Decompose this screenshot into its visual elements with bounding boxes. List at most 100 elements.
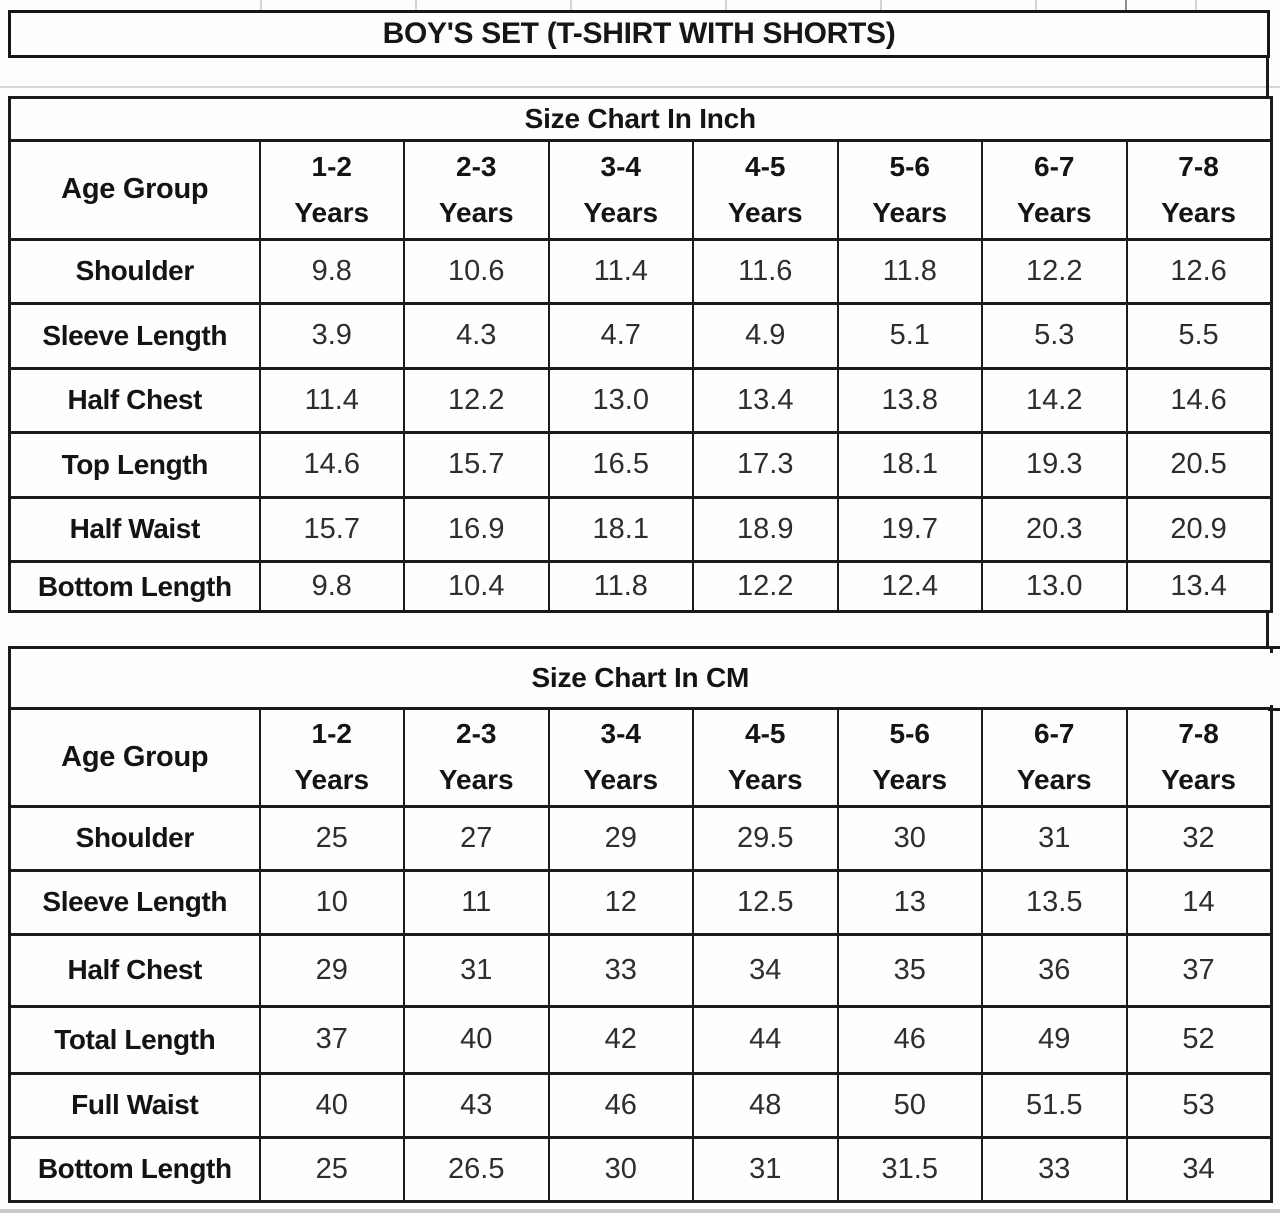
table-row: Half Waist 15.7 16.9 18.1 18.9 19.7 20.3 20.9 xyxy=(8,495,1273,563)
measurement-value-cell: 15.7 xyxy=(258,495,405,563)
measurement-value-cell: 10 xyxy=(258,868,405,936)
measurement-value-cell: 37 xyxy=(258,1004,405,1076)
size-chart-inch-table: Size Chart In Inch Age Group 1-2 Years 2-3 Ye… xyxy=(8,96,1273,613)
measurement-value-cell: 19.7 xyxy=(836,495,983,563)
table-title: Size Chart In Inch xyxy=(8,96,1273,142)
table-row: Sleeve Length 3.9 4.3 4.7 4.9 5.1 5.3 5.5 xyxy=(8,302,1273,370)
measurement-label-cell: Half Chest xyxy=(8,366,261,434)
measurement-value-cell: 14.6 xyxy=(258,431,405,499)
measurement-value-cell: 5.3 xyxy=(981,302,1128,370)
measurement-value-cell: 17.3 xyxy=(692,431,839,499)
age-range-label: 1-2 xyxy=(311,150,352,182)
measurement-value-cell: 14.6 xyxy=(1125,366,1273,434)
measurement-value-cell: 29.5 xyxy=(692,804,839,872)
measurement-value-cell: 26.5 xyxy=(403,1135,550,1204)
table-title-row: Size Chart In CM xyxy=(8,646,1273,710)
measurement-label-cell: Shoulder xyxy=(8,804,261,872)
year-header-cell: 3-4 Years xyxy=(547,706,694,808)
measurement-label-cell: Sleeve Length xyxy=(8,302,261,370)
measurement-value-cell: 51.5 xyxy=(981,1072,1128,1139)
age-group-header-cell: Age Group xyxy=(8,138,261,241)
age-range-label: 1-2 xyxy=(311,718,352,750)
measurement-label-cell: Top Length xyxy=(8,431,261,499)
measurement-value-cell: 4.9 xyxy=(692,302,839,370)
measurement-value-cell: 13.4 xyxy=(692,366,839,434)
gridline-tick xyxy=(1195,0,1197,10)
age-range-label: 5-6 xyxy=(889,150,930,182)
measurement-value-cell: 12.4 xyxy=(836,560,983,613)
measurement-value-cell: 20.9 xyxy=(1125,495,1273,563)
measurement-value-cell: 12.2 xyxy=(692,560,839,613)
measurement-value-cell: 35 xyxy=(836,932,983,1008)
gridline-tick xyxy=(880,0,882,10)
measurement-value-cell: 14 xyxy=(1125,868,1273,936)
age-suffix-label: Years xyxy=(872,196,948,228)
measurement-value-cell: 3.9 xyxy=(258,302,405,370)
year-header-cell: 7-8 Years xyxy=(1125,706,1273,808)
year-header-cell: 2-3 Years xyxy=(403,138,550,241)
measurement-value-cell: 50 xyxy=(836,1072,983,1139)
measurement-value-cell: 20.3 xyxy=(981,495,1128,563)
gridline-horizontal xyxy=(0,86,1280,88)
age-range-label: 3-4 xyxy=(600,150,641,182)
measurement-label-cell: Sleeve Length xyxy=(8,868,261,936)
age-suffix-label: Years xyxy=(583,764,659,796)
age-range-label: 5-6 xyxy=(889,718,930,750)
table-header-row: Age Group 1-2 Years 2-3 Years 3-4 Years 4-5 Year… xyxy=(8,706,1273,808)
measurement-value-cell: 52 xyxy=(1125,1004,1273,1076)
measurement-value-cell: 9.8 xyxy=(258,560,405,613)
border-stub-top xyxy=(1268,646,1280,649)
table-row: Sleeve Length 10 11 12 12.5 13 13.5 14 xyxy=(8,868,1273,936)
measurement-value-cell: 10.6 xyxy=(403,237,550,305)
measurement-value-cell: 34 xyxy=(1125,1135,1273,1204)
measurement-value-cell: 19.3 xyxy=(981,431,1128,499)
measurement-value-cell: 36 xyxy=(981,932,1128,1008)
year-header-cell: 1-2 Years xyxy=(258,138,405,241)
measurement-value-cell: 13.4 xyxy=(1125,560,1273,613)
gridline-tick xyxy=(570,0,572,10)
measurement-value-cell: 13.0 xyxy=(981,560,1128,613)
measurement-value-cell: 46 xyxy=(836,1004,983,1076)
product-title-box: BOY'S SET (T-SHIRT WITH SHORTS) xyxy=(8,10,1270,58)
measurement-value-cell: 12.2 xyxy=(981,237,1128,305)
year-header-cell: 7-8 Years xyxy=(1125,138,1273,241)
measurement-value-cell: 31 xyxy=(403,932,550,1008)
age-range-label: 3-4 xyxy=(600,718,641,750)
age-range-label: 7-8 xyxy=(1178,150,1219,182)
year-header-cell: 6-7 Years xyxy=(981,138,1128,241)
age-suffix-label: Years xyxy=(1161,196,1236,228)
table-row: Half Chest 11.4 12.2 13.0 13.4 13.8 14.2 14.6 xyxy=(8,366,1273,434)
gridline-tick xyxy=(1035,0,1037,10)
measurement-value-cell: 4.3 xyxy=(403,302,550,370)
year-header-cell: 4-5 Years xyxy=(692,706,839,808)
measurement-value-cell: 20.5 xyxy=(1125,431,1273,499)
measurement-value-cell: 30 xyxy=(547,1135,694,1204)
measurement-value-cell: 9.8 xyxy=(258,237,405,305)
measurement-value-cell: 11.8 xyxy=(547,560,694,613)
measurement-value-cell: 11.4 xyxy=(547,237,694,305)
table-row: Bottom Length 25 26.5 30 31 31.5 33 34 xyxy=(8,1135,1273,1204)
measurement-label-cell: Half Chest xyxy=(8,932,261,1008)
measurement-value-cell: 33 xyxy=(547,932,694,1008)
table-row: Half Chest 29 31 33 34 35 36 37 xyxy=(8,932,1273,1008)
border-stub-bottom xyxy=(1268,708,1280,711)
measurement-value-cell: 11.8 xyxy=(836,237,983,305)
age-group-header-cell: Age Group xyxy=(8,706,261,808)
measurement-value-cell: 53 xyxy=(1125,1072,1273,1139)
product-title: BOY'S SET (T-SHIRT WITH SHORTS) xyxy=(382,17,896,50)
measurement-value-cell: 29 xyxy=(258,932,405,1008)
measurement-label-cell: Full Waist xyxy=(8,1072,261,1139)
age-suffix-label: Years xyxy=(438,196,514,228)
year-header-cell: 1-2 Years xyxy=(258,706,405,808)
measurement-value-cell: 13 xyxy=(836,868,983,936)
measurement-value-cell: 31.5 xyxy=(836,1135,983,1204)
gridline-tick xyxy=(725,0,727,10)
measurement-value-cell: 18.9 xyxy=(692,495,839,563)
table-title: Size Chart In CM xyxy=(8,646,1273,710)
measurement-value-cell: 31 xyxy=(692,1135,839,1204)
measurement-value-cell: 18.1 xyxy=(836,431,983,499)
year-header-cell: 5-6 Years xyxy=(836,706,983,808)
measurement-value-cell: 29 xyxy=(547,804,694,872)
measurement-value-cell: 12 xyxy=(547,868,694,936)
